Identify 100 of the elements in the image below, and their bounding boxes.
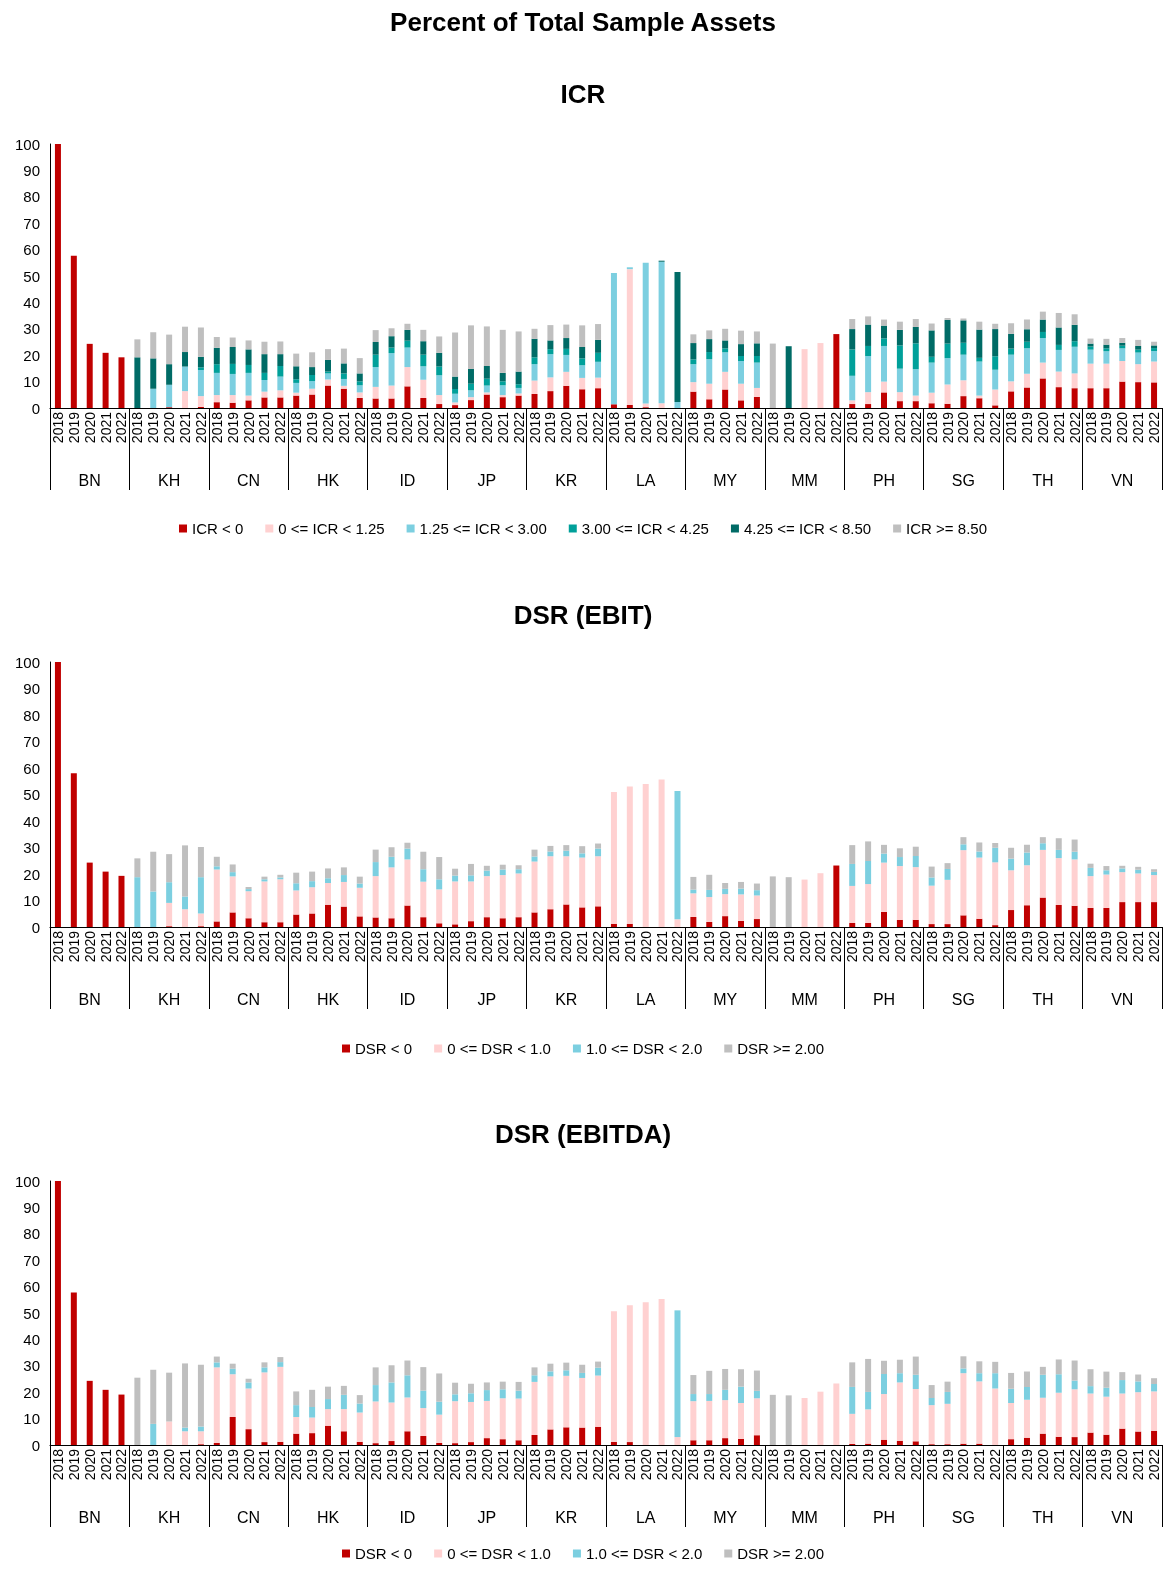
bar: [896, 1382, 903, 1441]
bar: [197, 1364, 204, 1427]
x-tick-label: 2018: [764, 411, 781, 444]
bar: [1008, 333, 1015, 349]
bar: [595, 906, 602, 927]
chart-subtitle: ICR: [560, 79, 606, 109]
bar: [166, 384, 173, 408]
x-tick-label: 2021: [574, 1448, 591, 1481]
bar: [944, 868, 951, 880]
x-tick-label: 2019: [304, 411, 321, 444]
bar: [595, 856, 602, 907]
bar: [166, 854, 173, 883]
bar: [309, 913, 316, 927]
bar: [1023, 852, 1030, 866]
text: JP: [477, 471, 497, 489]
bar: [674, 1310, 681, 1438]
y-tick-label: 70: [23, 214, 40, 232]
bar: [579, 1377, 586, 1428]
bar: [690, 364, 697, 383]
x-tick-label: 2021: [335, 1448, 352, 1481]
bar: [356, 381, 363, 386]
bar: [452, 881, 459, 925]
bar: [944, 319, 951, 344]
bar: [325, 1399, 331, 1410]
bar: [499, 385, 506, 396]
bar: [293, 395, 300, 408]
y-tick-label: 60: [23, 759, 40, 777]
bar: [579, 1427, 586, 1445]
x-tick-label: 2020: [955, 930, 972, 963]
bar: [690, 1401, 697, 1441]
bar: [150, 1423, 157, 1445]
bar: [610, 1311, 617, 1442]
x-tick-label: 2021: [574, 930, 591, 963]
bar: [1055, 1392, 1062, 1437]
bar: [1119, 348, 1126, 362]
bar: [404, 842, 411, 849]
bar: [595, 1367, 602, 1376]
bar: [960, 354, 967, 381]
bar: [436, 879, 443, 890]
bar: [1119, 1372, 1126, 1381]
bar: [1023, 319, 1030, 330]
bar: [150, 851, 157, 892]
bar: [881, 844, 887, 854]
bar: [976, 1381, 983, 1444]
bar: [531, 1367, 538, 1376]
bar: [70, 255, 77, 408]
bar: [706, 383, 713, 400]
text: LA: [635, 990, 656, 1008]
text: PH: [872, 990, 896, 1008]
bar: [579, 853, 586, 858]
bar: [245, 1388, 252, 1430]
bar: [1119, 361, 1126, 382]
bar: [467, 921, 474, 927]
bar: [1008, 381, 1015, 392]
bar: [420, 881, 427, 918]
bar: [992, 389, 999, 406]
bar: [261, 922, 268, 927]
legend-label: ICR >= 8.50: [906, 520, 987, 537]
x-tick-label: 2018: [1003, 1448, 1020, 1481]
bar: [674, 1437, 681, 1445]
bar: [1039, 331, 1046, 339]
bar: [134, 877, 141, 927]
bar: [499, 1439, 506, 1445]
text: PH: [872, 1508, 896, 1526]
x-tick-label: 2021: [97, 1448, 114, 1481]
bar: [1151, 1384, 1158, 1392]
bar: [865, 861, 872, 885]
bar: [531, 861, 538, 913]
bar: [912, 1441, 919, 1445]
bar: [849, 1386, 856, 1414]
bar: [595, 377, 602, 389]
bar: [912, 1356, 919, 1375]
bar: [499, 1389, 506, 1399]
bar: [722, 888, 729, 895]
bar: [626, 923, 633, 927]
x-tick-label: 2019: [145, 411, 162, 444]
bar: [531, 338, 538, 358]
x-tick-label: 2020: [81, 930, 98, 963]
x-tick-label: 2021: [653, 411, 670, 444]
bar: [54, 144, 61, 408]
bar: [865, 923, 872, 927]
bar: [404, 367, 411, 387]
y-tick-label: 100: [14, 135, 40, 153]
bar: [340, 1431, 347, 1445]
bar: [515, 1390, 522, 1399]
bar: [722, 371, 729, 390]
x-tick-label: 2018: [129, 1448, 146, 1481]
x-tick-label: 2019: [1018, 1448, 1035, 1481]
x-tick-label: 2021: [1050, 930, 1067, 963]
x-tick-label: 2018: [526, 1448, 543, 1481]
bar: [563, 845, 570, 851]
bar: [261, 1442, 268, 1445]
bar: [563, 1370, 570, 1376]
x-tick-label: 2019: [304, 930, 321, 963]
bar: [1151, 902, 1158, 927]
bar: [340, 378, 347, 386]
y-tick-label: 70: [23, 733, 40, 750]
bar: [579, 358, 586, 366]
bar: [452, 868, 459, 876]
bar: [356, 373, 363, 382]
